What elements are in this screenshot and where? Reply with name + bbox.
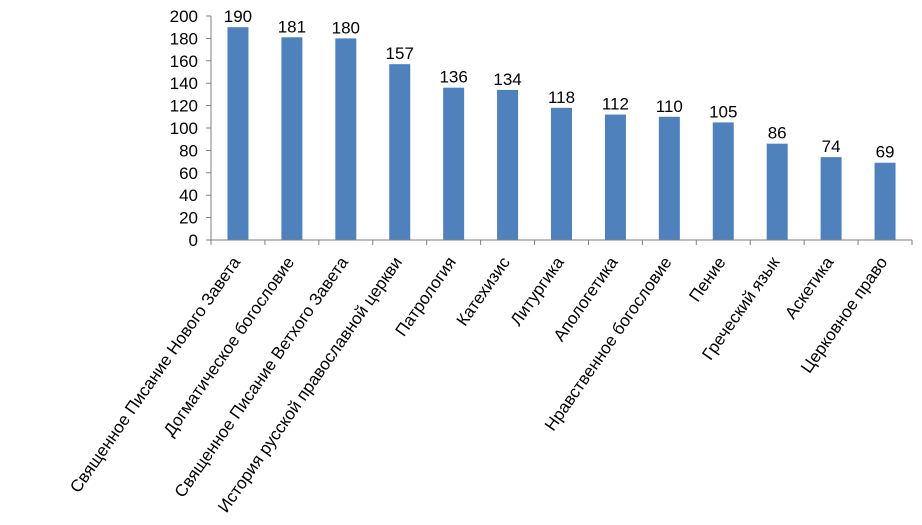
- value-label-1: 190: [224, 7, 252, 26]
- category-label-7: Литургика: [507, 253, 568, 329]
- value-label-7: 118: [548, 88, 575, 107]
- y-tick-label: 0: [189, 231, 198, 250]
- y-tick-label: 100: [170, 119, 198, 138]
- y-tick-label: 80: [179, 141, 198, 160]
- bar-3: [335, 38, 357, 241]
- bar-8: [604, 114, 626, 240]
- bar-5: [443, 87, 465, 241]
- value-label-2: 181: [278, 17, 306, 36]
- value-label-10: 105: [709, 102, 737, 121]
- y-tick-label: 200: [170, 7, 198, 26]
- value-label-5: 136: [439, 68, 467, 87]
- bar-13: [874, 162, 896, 240]
- y-tick-label: 140: [170, 74, 198, 93]
- value-label-13: 69: [876, 143, 895, 162]
- y-tick-label: 120: [170, 97, 198, 116]
- bar-4: [389, 64, 411, 240]
- category-label-12: Аскетика: [781, 253, 838, 322]
- value-label-4: 157: [386, 44, 414, 63]
- x-axis: [210, 239, 913, 245]
- bar-1: [227, 27, 249, 241]
- y-tick-label: 20: [179, 209, 198, 228]
- category-label-6: Катехизис: [453, 253, 514, 329]
- value-label-8: 112: [602, 95, 629, 114]
- bar-7: [551, 107, 572, 240]
- category-labels-group: Священное Писание Нового ЗаветаДогматиче…: [66, 253, 891, 516]
- bar-10: [712, 122, 734, 240]
- bar-12: [820, 157, 842, 240]
- value-label-12: 74: [822, 137, 841, 156]
- value-label-6: 134: [493, 70, 521, 89]
- bar-2: [281, 37, 303, 240]
- value-label-11: 86: [768, 124, 787, 143]
- bar-6: [497, 89, 519, 240]
- bar-9: [658, 116, 680, 240]
- y-axis: 0 20 40 60 80 100 120 140 160 180 200: [170, 7, 212, 250]
- bar-11: [766, 143, 788, 240]
- value-label-3: 180: [332, 18, 360, 37]
- bars-group: [227, 27, 896, 241]
- y-tick-label: 40: [179, 186, 198, 205]
- value-label-9: 110: [656, 97, 683, 116]
- value-labels-group: 190 181 180 157 136 134 118 112 110 105 86 74 69: [224, 7, 895, 162]
- y-tick-label: 60: [179, 164, 198, 183]
- y-tick-label: 180: [170, 29, 198, 48]
- category-label-10: Пение: [685, 253, 729, 305]
- y-tick-label: 160: [170, 52, 198, 71]
